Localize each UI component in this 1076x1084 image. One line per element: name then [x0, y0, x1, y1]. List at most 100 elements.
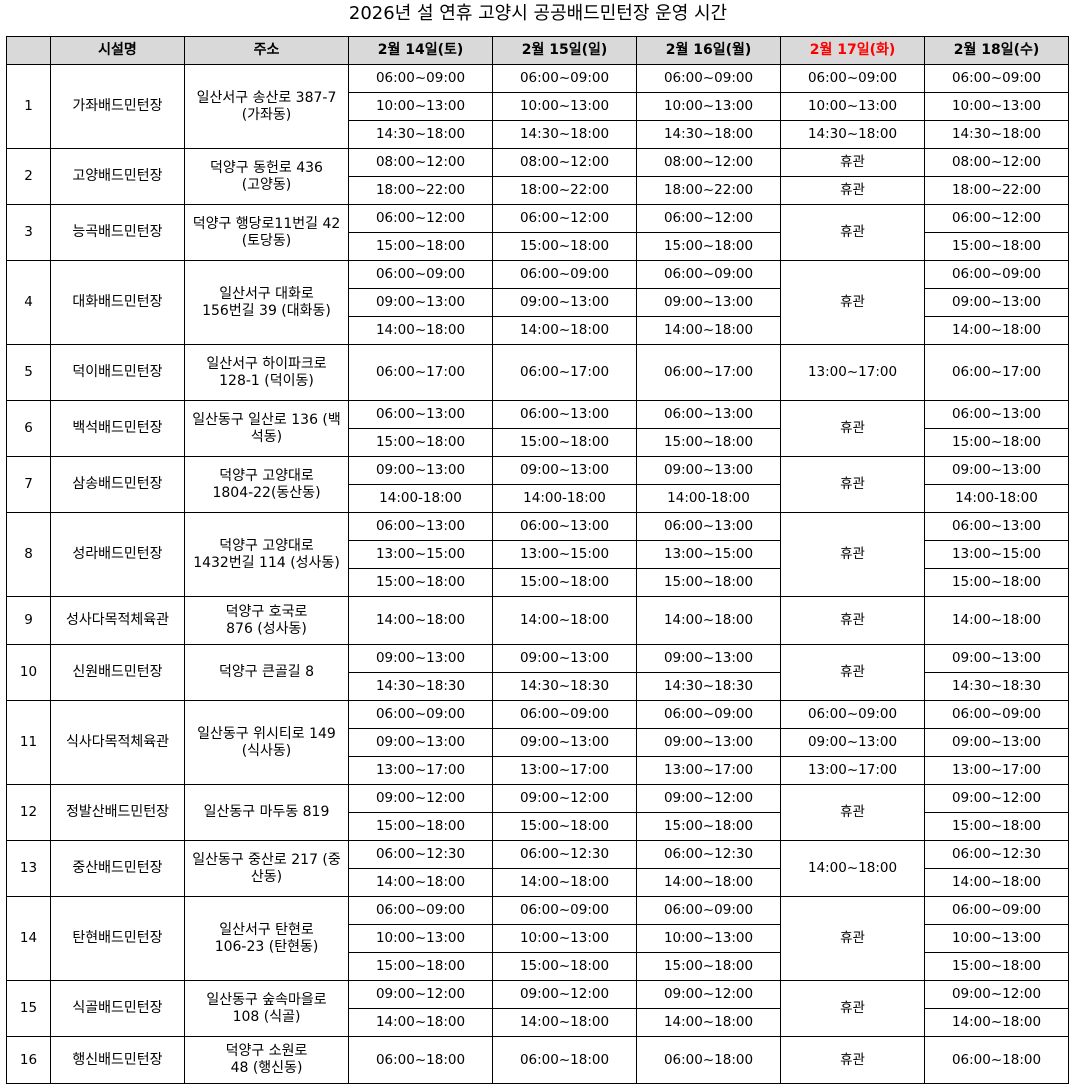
- facility-name: 탄현배드민턴장: [50, 896, 185, 981]
- time-slot: 14:00-18:00: [636, 484, 781, 513]
- time-slot: 14:30~18:00: [780, 120, 925, 149]
- time-slot: 09:00~12:00: [492, 784, 637, 813]
- schedule-table: 시설명 주소 2월 14일(토) 2월 15일(일) 2월 16일(월) 2월 17일(화…: [6, 36, 1069, 1084]
- table-row: 12 정발산배드민턴장 일산동구 마두동 819 09:00~12:00 09:00~1…: [6, 784, 1069, 841]
- closed-label: 휴관: [780, 896, 925, 981]
- facility-number: 6: [6, 400, 51, 457]
- time-slot: 14:00~18:00: [924, 596, 1069, 645]
- facility-address: 덕양구 큰골길 8: [184, 644, 349, 701]
- time-slot: 06:00~09:00: [636, 896, 781, 925]
- time-slot: 14:00~18:00: [348, 316, 493, 345]
- time-slot: 08:00~12:00: [348, 148, 493, 177]
- time-slot: 15:00~18:00: [636, 428, 781, 457]
- time-slot: 09:00~13:00: [636, 728, 781, 757]
- facility-name: 가좌배드민턴장: [50, 64, 185, 149]
- table-row: 10:00~13:00 10:00~13:00 10:00~13:00 10:00~1…: [7, 92, 1069, 121]
- time-slot: 14:30~18:00: [924, 120, 1069, 149]
- time-slot: 10:00~13:00: [348, 92, 493, 121]
- time-slot: 14:00~18:00: [924, 868, 1069, 897]
- time-slot: 09:00~13:00: [780, 728, 925, 757]
- time-slot: 06:00~12:30: [636, 840, 781, 869]
- time-slot: 09:00~13:00: [924, 644, 1069, 673]
- time-slot: 06:00~13:00: [924, 512, 1069, 541]
- time-slot: 06:00~09:00: [924, 896, 1069, 925]
- time-slot: 09:00~13:00: [492, 288, 637, 317]
- time-slot: 14:00~18:00: [636, 316, 781, 345]
- table-row: 09:00~13:00 09:00~13:00 09:00~13:00 09:00~1…: [7, 288, 1069, 317]
- time-slot: 15:00~18:00: [636, 568, 781, 597]
- time-slot: 06:00~09:00: [636, 260, 781, 289]
- facility-number: 4: [6, 260, 51, 345]
- closed-label: 휴관: [780, 260, 925, 345]
- time-slot: 06:00~09:00: [924, 700, 1069, 729]
- time-slot: 13:00~17:00: [636, 756, 781, 785]
- time-slot: 09:00~13:00: [636, 288, 781, 317]
- table-row: 2 고양배드민턴장 덕양구 동헌로 436 (고양동) 08:00~12:00 08:0…: [6, 148, 1069, 205]
- table-row: 15:00~18:00 15:00~18:00 15:00~18:00 15:00~1…: [7, 428, 1069, 457]
- table-row: 13:00~17:00 13:00~17:00 13:00~17:00 13:00~1…: [7, 756, 1069, 785]
- header-no: [6, 36, 51, 65]
- time-slot: 13:00~17:00: [780, 344, 925, 401]
- time-slot: 10:00~13:00: [636, 92, 781, 121]
- closed-label: 휴관: [780, 204, 925, 261]
- facility-address: 덕양구 고양대로 1804-22(동산동): [184, 456, 349, 513]
- facility-name: 식사다목적체육관: [50, 700, 185, 785]
- time-slot: 13:00~15:00: [492, 540, 637, 569]
- time-slot: 08:00~12:00: [924, 148, 1069, 177]
- time-slot: 15:00~18:00: [348, 232, 493, 261]
- table-row: 1 가좌배드민턴장 일산서구 송산로 387-7 (가좌동) 06:00~09:00 0…: [6, 64, 1069, 149]
- time-slot: 06:00~09:00: [348, 896, 493, 925]
- time-slot: 14:00-18:00: [924, 484, 1069, 513]
- facility-number: 12: [6, 784, 51, 841]
- time-slot: 15:00~18:00: [348, 568, 493, 597]
- time-slot: 09:00~13:00: [636, 644, 781, 673]
- time-slot: 휴관: [780, 596, 925, 645]
- time-slot: 10:00~13:00: [636, 924, 781, 953]
- time-slot: 14:30~18:30: [492, 672, 637, 701]
- facility-address: 일산동구 일산로 136 (백 석동): [184, 400, 349, 457]
- time-slot: 06:00~13:00: [636, 400, 781, 429]
- closed-label: 휴관: [780, 512, 925, 597]
- closed-label: 휴관: [780, 644, 925, 701]
- time-slot: 06:00~12:30: [924, 840, 1069, 869]
- time-slot: 13:00~17:00: [492, 756, 637, 785]
- page-title: 2026년 설 연휴 고양시 공공배드민턴장 운영 시간: [348, 3, 728, 24]
- time-slot: 13:00~15:00: [636, 540, 781, 569]
- table-row: 8 성라배드민턴장 덕양구 고양대로 1432번길 114 (성사동) 06:00~1…: [6, 512, 1069, 597]
- time-slot: 13:00~15:00: [348, 540, 493, 569]
- facility-name: 성라배드민턴장: [50, 512, 185, 597]
- table-row: 16 행신배드민턴장 덕양구 소원로 48 (행신동) 06:00~18:00 06:0…: [6, 1036, 1069, 1084]
- time-slot: 09:00~13:00: [492, 456, 637, 485]
- facility-name: 대화배드민턴장: [50, 260, 185, 345]
- time-slot: 06:00~13:00: [924, 400, 1069, 429]
- table-row: 14 탄현배드민턴장 일산서구 탄현로 106-23 (탄현동) 06:00~09:0…: [6, 896, 1069, 981]
- facility-address: 덕양구 고양대로 1432번길 114 (성사동): [184, 512, 349, 597]
- facility-number: 16: [6, 1036, 51, 1084]
- time-slot: 06:00~13:00: [492, 512, 637, 541]
- table-row: 09:00~13:00 09:00~13:00 09:00~13:00 09:00~1…: [7, 728, 1069, 757]
- time-slot: 10:00~13:00: [348, 924, 493, 953]
- time-slot: 06:00~09:00: [636, 700, 781, 729]
- header-day-5: 2월 18일(수): [924, 36, 1069, 65]
- facility-address: 덕양구 행당로11번길 42 (토당동): [184, 204, 349, 261]
- time-slot: 10:00~13:00: [492, 92, 637, 121]
- time-slot: 10:00~13:00: [924, 924, 1069, 953]
- facility-name: 중산배드민턴장: [50, 840, 185, 897]
- time-slot: 14:00~18:00: [492, 1008, 637, 1037]
- time-slot: 06:00~17:00: [348, 344, 493, 401]
- time-slot: 15:00~18:00: [636, 952, 781, 981]
- table-row: 11 식사다목적체육관 일산동구 위시티로 149 (식사동) 06:00~09:00…: [6, 700, 1069, 785]
- table-row: 15:00~18:00 15:00~18:00 15:00~18:00 15:00~1…: [7, 812, 1069, 841]
- time-slot: 06:00~17:00: [636, 344, 781, 401]
- facility-address: 일산서구 대화로 156번길 39 (대화동): [184, 260, 349, 345]
- time-slot: 06:00~17:00: [492, 344, 637, 401]
- time-slot: 15:00~18:00: [924, 568, 1069, 597]
- header-row: 시설명 주소 2월 14일(토) 2월 15일(일) 2월 16일(월) 2월 17일(화…: [6, 36, 1069, 65]
- facility-address: 일산서구 하이파크로 128-1 (덕이동): [184, 344, 349, 401]
- time-slot: 09:00~13:00: [924, 288, 1069, 317]
- facility-address: 덕양구 소원로 48 (행신동): [184, 1036, 349, 1084]
- time-slot: 06:00~09:00: [492, 700, 637, 729]
- closed-label: 휴관: [780, 784, 925, 841]
- facility-name: 능곡배드민턴장: [50, 204, 185, 261]
- table-row: 7 삼송배드민턴장 덕양구 고양대로 1804-22(동산동) 09:00~13:00…: [6, 456, 1069, 513]
